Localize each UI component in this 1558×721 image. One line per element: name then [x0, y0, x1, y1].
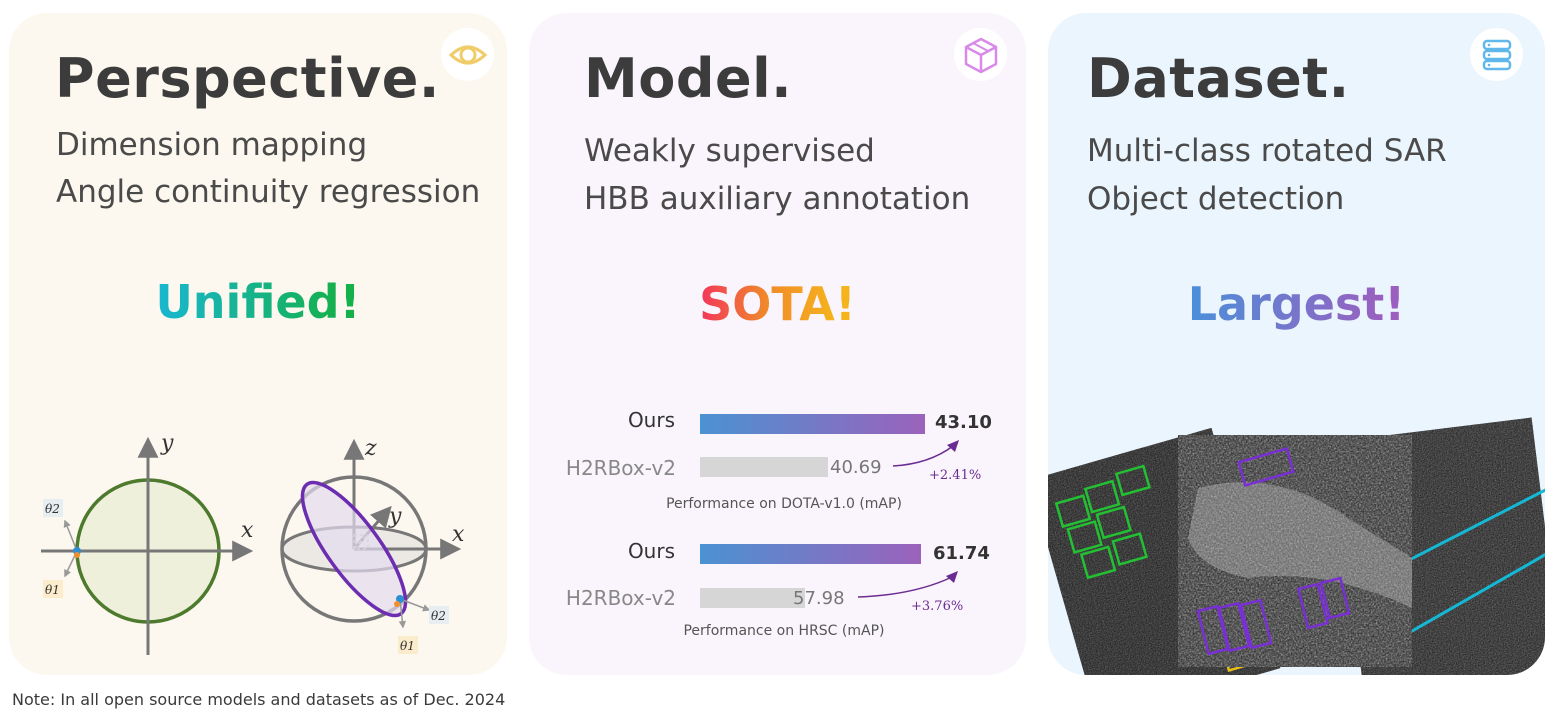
largest-highlight: Largest! — [1187, 277, 1406, 331]
chart2-gain-arrow — [857, 571, 958, 598]
chart1-bar-ours — [700, 414, 926, 434]
sphere-z-label: z — [364, 436, 377, 461]
chart1-value-baseline: 40.69 — [830, 457, 882, 478]
sphere-y-label: y — [388, 504, 402, 529]
chart2-gain: +3.76% — [911, 599, 964, 614]
unified-highlight: Unified! — [155, 275, 361, 329]
perspective-card: Perspective. Dimension mapping Angle con… — [9, 13, 507, 675]
chart1-gain-arrow — [892, 440, 959, 467]
perspective-title: Perspective. — [55, 47, 440, 110]
chart1-value-ours: 43.10 — [935, 412, 992, 433]
perspective-line-1: Dimension mapping — [56, 127, 368, 163]
chart2-bar-baseline — [700, 588, 805, 608]
chart1-gain: +2.41% — [929, 468, 982, 483]
model-title: Model. — [584, 47, 793, 110]
chart2-value-baseline: 57.98 — [793, 588, 845, 609]
database-icon — [1470, 28, 1523, 81]
sphere-x-label: x — [452, 522, 465, 547]
angle-mapping-diagram: y x θ2 θ1 z y x θ2 θ1 — [41, 431, 465, 655]
chart1-label-baseline: H2RBox-v2 — [565, 456, 676, 480]
footnote: Note: In all open source models and data… — [12, 690, 506, 709]
dataset-title: Dataset. — [1087, 47, 1350, 110]
chart1-label-ours: Ours — [627, 408, 675, 432]
dataset-card: Dataset. Multi-class rotated SAR Object … — [1048, 13, 1545, 675]
model-line-2: HBB auxiliary annotation — [584, 181, 971, 217]
chart2-label-baseline: H2RBox-v2 — [565, 586, 676, 610]
sota-highlight: SOTA! — [699, 277, 856, 331]
model-line-1: Weakly supervised — [584, 133, 875, 169]
sphere-theta1-label: θ1 — [400, 639, 415, 653]
chart2-value-ours: 61.74 — [933, 543, 990, 564]
circle-theta2-label: θ2 — [45, 502, 60, 516]
chart2-bar-ours — [700, 544, 922, 564]
sar-image-stack — [1048, 417, 1545, 675]
chart2-caption: Performance on HRSC (mAP) — [683, 623, 885, 639]
dataset-line-1: Multi-class rotated SAR — [1087, 133, 1447, 169]
circle-y-label: y — [160, 431, 174, 456]
perspective-line-2: Angle continuity regression — [56, 174, 481, 210]
model-card: Model. Weakly supervised HBB auxiliary a… — [529, 13, 1026, 675]
circle-theta1-label: θ1 — [45, 583, 60, 597]
cube-icon — [954, 28, 1007, 81]
eye-icon — [441, 28, 494, 81]
dataset-line-2: Object detection — [1087, 181, 1345, 217]
sphere-theta2-label: θ2 — [431, 609, 446, 623]
chart1-bar-baseline — [700, 457, 829, 477]
chart1-caption: Performance on DOTA-v1.0 (mAP) — [666, 496, 902, 512]
chart2-label-ours: Ours — [627, 539, 675, 563]
circle-x-label: x — [241, 518, 254, 543]
